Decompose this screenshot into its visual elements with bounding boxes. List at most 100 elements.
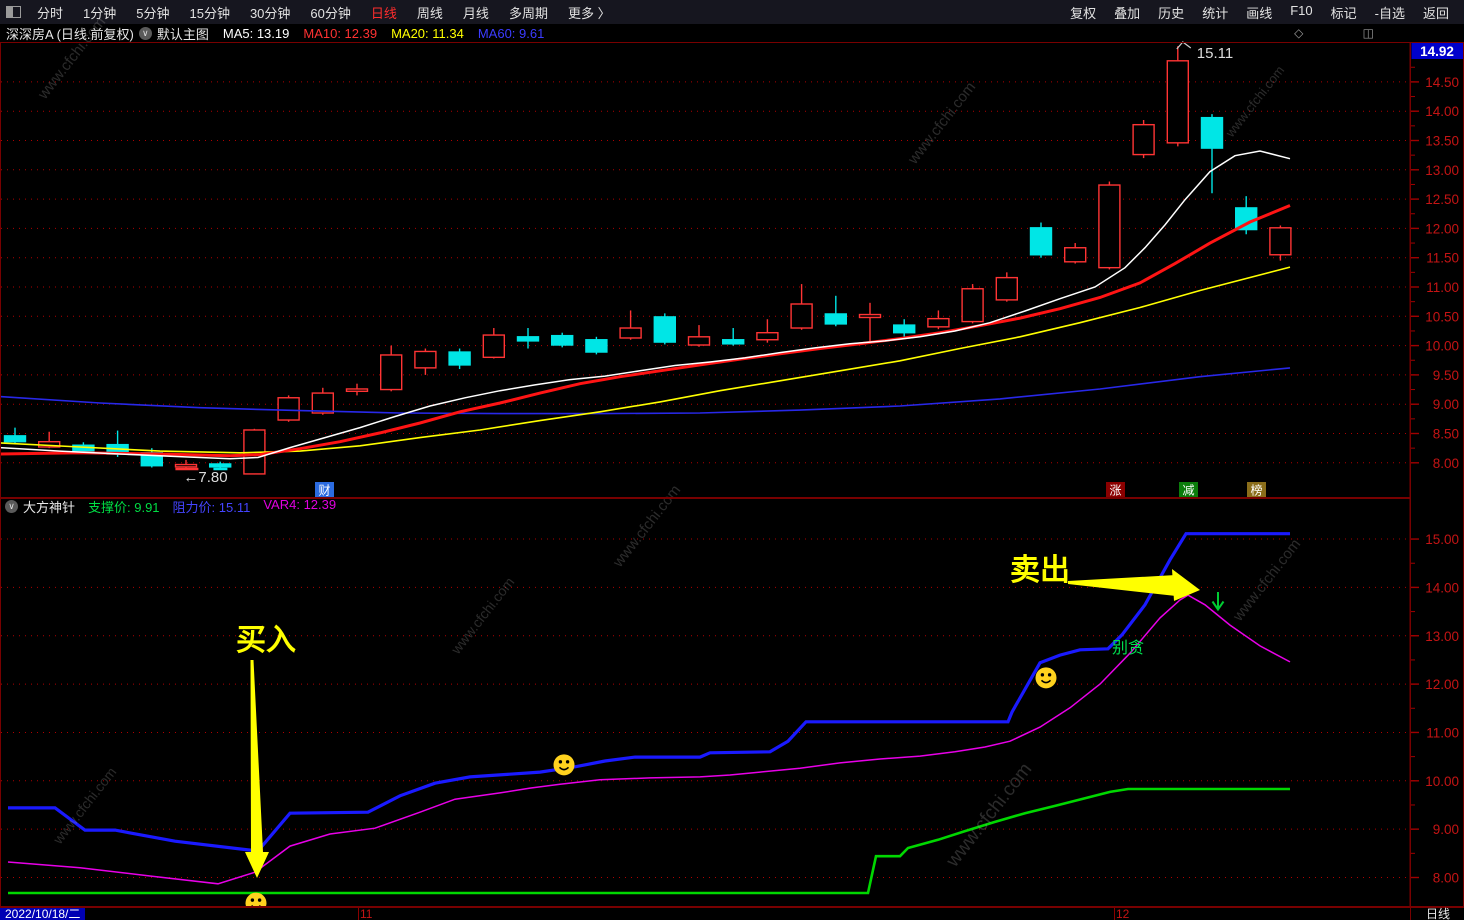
tool-item-1[interactable]: 叠加 — [1114, 5, 1141, 21]
period-item-6[interactable]: 日线 — [370, 5, 397, 21]
candle-34 — [1166, 46, 1190, 147]
tick-label: 9.00 — [1433, 397, 1459, 412]
period-menu: 分时 1分钟 5分钟 15分钟 30分钟 60分钟 日线 周线 月线 多周期 更多 〉 — [27, 3, 621, 22]
badge-0[interactable]: 财 — [315, 482, 334, 498]
layout-selector[interactable]: 默认主图 — [156, 26, 209, 42]
candle-17 — [585, 336, 608, 355]
period-item-10[interactable]: 更多 〉 — [567, 5, 611, 21]
candle-18 — [619, 310, 642, 340]
badge-bg — [315, 482, 334, 497]
candle-31 — [1063, 243, 1087, 264]
candle-body — [516, 336, 540, 342]
watermark: www.cfchi.com — [1222, 63, 1287, 141]
smiley-mouth — [1040, 679, 1052, 684]
indicator-field-1: 阻力价: 15.11 — [172, 500, 251, 515]
candle-body — [653, 316, 676, 343]
candle-15 — [516, 328, 540, 349]
candle-body — [722, 339, 745, 345]
ma5-line — [0, 150, 1291, 460]
x-axis-label-1: 12 — [1116, 907, 1130, 920]
tick-label: 9.00 — [1433, 822, 1459, 837]
candle-body — [756, 332, 779, 341]
candle-13 — [448, 348, 471, 370]
window-icon[interactable] — [6, 6, 21, 18]
indicator-magenta-line — [7, 594, 1291, 885]
candle-30 — [1029, 222, 1053, 258]
candle-body — [1063, 247, 1087, 263]
candle-body — [380, 354, 403, 391]
tick-label: 15.00 — [1425, 532, 1459, 547]
buy-arrow-icon — [245, 660, 269, 878]
candle-body — [585, 339, 608, 353]
tool-item-7[interactable]: -自选 — [1374, 5, 1405, 21]
tick-label: 10.00 — [1425, 774, 1459, 789]
indicator-values: 支撑价: 9.91 阻力价: 15.11 VAR4: 12.39 — [75, 497, 336, 516]
chevron-down-icon[interactable]: ∨ — [138, 26, 152, 40]
badge-text: 榜 — [1250, 483, 1262, 498]
ma-legend: MA5: 13.19 MA10: 12.39 MA20: 11.34 MA60: 9.… — [209, 26, 544, 41]
candle-body — [1098, 184, 1121, 269]
period-item-3[interactable]: 15分钟 — [189, 5, 230, 21]
candle-0 — [3, 427, 27, 444]
period-item-0[interactable]: 分时 — [37, 5, 64, 21]
period-item-9[interactable]: 多周期 — [508, 5, 548, 21]
candle-19 — [653, 313, 676, 345]
candle-16 — [551, 332, 574, 348]
period-item-5[interactable]: 60分钟 — [310, 5, 351, 21]
candle-8 — [277, 395, 300, 422]
tool-item-0[interactable]: 复权 — [1070, 5, 1097, 21]
period-item-1[interactable]: 1分钟 — [83, 5, 117, 21]
tick-label: 13.00 — [1425, 629, 1459, 644]
indicator-name[interactable]: 大方神针 — [23, 500, 76, 515]
tick-label: 13.50 — [1425, 134, 1459, 149]
candle-body — [619, 327, 642, 339]
candle-body — [3, 435, 27, 443]
period-item-4[interactable]: 30分钟 — [249, 5, 291, 21]
tool-item-3[interactable]: 统计 — [1202, 5, 1229, 21]
badge-bg — [1247, 482, 1266, 497]
ma-legend-1: MA10: 12.39 — [303, 25, 378, 41]
tool-item-4[interactable]: 画线 — [1246, 5, 1273, 21]
candle-body — [1200, 116, 1224, 149]
candle-9 — [311, 387, 334, 415]
smiley-eye — [257, 898, 262, 902]
candle-36 — [1234, 196, 1258, 235]
tick-label: 14.50 — [1425, 75, 1459, 90]
watermark: www.cfchi.com — [904, 79, 979, 168]
sell-arrow-icon — [1172, 569, 1200, 601]
indicator-header: ∨ 大方神针 支撑价: 9.91 阻力价: 15.11 VAR4: 12.39 — [5, 497, 336, 516]
period-cell[interactable]: 日线 — [1410, 908, 1464, 920]
titlebar-icons[interactable]: ◇ ◫ — [1294, 26, 1402, 40]
date-label[interactable]: 2022/10/18/二 — [0, 908, 86, 920]
tick-label: 12.00 — [1425, 221, 1459, 236]
badge-3[interactable]: 榜 — [1247, 482, 1266, 498]
tool-item-8[interactable]: 返回 — [1422, 5, 1449, 21]
smiley-eye — [1047, 673, 1052, 677]
period-item-8[interactable]: 月线 — [462, 5, 489, 21]
smiley-eye — [565, 760, 570, 764]
ma-legend-2: MA20: 11.34 — [391, 25, 464, 41]
period-item-7[interactable]: 周线 — [416, 5, 443, 21]
ma20-line — [0, 266, 1291, 454]
main-grid — [1, 81, 1409, 464]
candle-body — [1269, 227, 1292, 256]
tool-item-5[interactable]: F10 — [1290, 2, 1313, 18]
badge-2[interactable]: 减 — [1179, 482, 1198, 498]
candle-body — [927, 317, 950, 328]
tool-item-6[interactable]: 标记 — [1330, 5, 1357, 21]
period-item-2[interactable]: 5分钟 — [136, 5, 170, 21]
tick-label: 12.50 — [1425, 192, 1459, 207]
chevron-down-icon[interactable]: ∨ — [5, 500, 18, 513]
tick-label: 10.00 — [1425, 339, 1459, 354]
candle-body — [893, 324, 916, 334]
tool-item-2[interactable]: 历史 — [1158, 5, 1185, 21]
watermark: www.cfchi.com — [49, 764, 119, 848]
candle-27 — [927, 310, 950, 330]
low-price-label: ←7.80 — [183, 469, 227, 486]
candle-25 — [858, 302, 882, 342]
badge-1[interactable]: 涨 — [1106, 482, 1125, 498]
candle-14 — [482, 328, 505, 359]
main-y-axis: 14.50 14.00 13.50 13.00 12.50 12.00 11.50 11.00… — [1411, 66, 1459, 471]
